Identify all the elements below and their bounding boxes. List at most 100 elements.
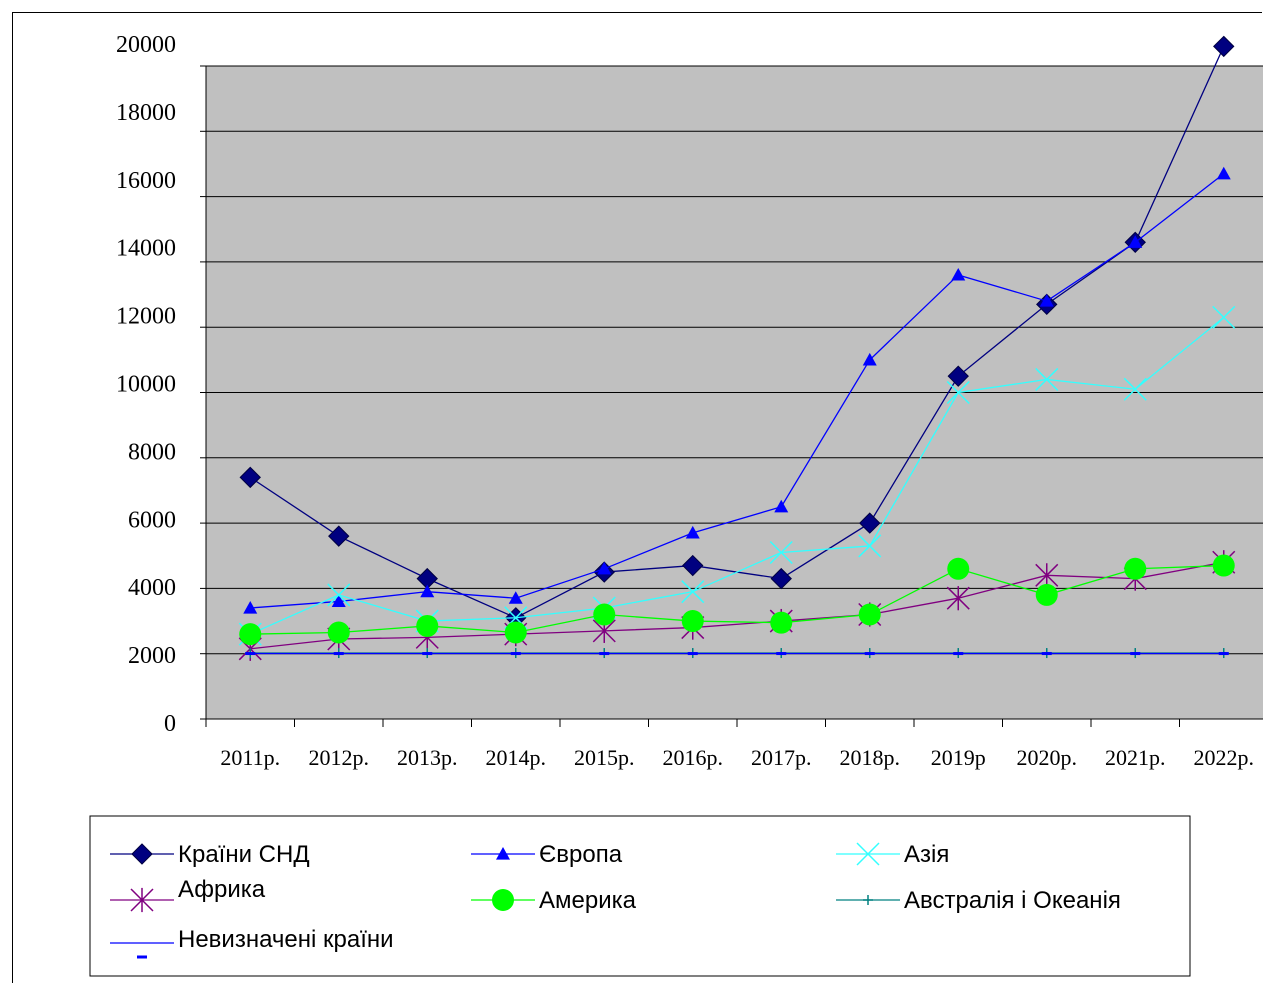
data-point [328,525,350,547]
data-point [422,652,433,656]
series-2 [243,166,1231,614]
y-tick-label: 8000 [128,439,176,465]
data-point [1035,583,1058,606]
data-point [327,583,351,607]
data-point [496,847,510,860]
data-point [593,603,616,626]
data-point [776,652,787,656]
x-tick-label: 2016р. [663,745,724,770]
data-point [1123,377,1147,401]
data-point [859,512,881,534]
data-point [953,652,964,656]
data-point [947,365,969,387]
legend-item: Невизначені країни [110,926,394,959]
data-point [245,652,256,656]
x-tick-label: 2019р [931,745,986,770]
series-layer [238,35,1236,661]
legend-label: Невизначені країни [178,926,394,953]
data-point [131,843,153,865]
data-point [416,614,439,637]
data-point [1218,652,1229,656]
legend-label: Країни СНД [178,841,310,868]
series-line [250,561,1224,650]
data-point [597,561,612,575]
data-point [681,610,704,633]
legend-label: Африка [178,876,266,903]
data-point [510,652,521,656]
data-point [508,591,523,604]
data-point [1130,652,1141,656]
x-tick-label: 2015р. [574,745,635,770]
x-tick-label: 2012р. [309,745,370,770]
data-point [862,352,877,366]
y-tick-label: 20000 [116,32,176,58]
series-5 [239,554,1235,646]
x-tick-label: 2011р. [220,745,280,770]
data-point [1035,563,1059,588]
data-point [770,567,792,590]
y-tick-label: 12000 [116,304,176,330]
data-point [1212,305,1236,329]
data-point [769,540,793,565]
data-point [1041,652,1052,656]
data-point [504,621,527,644]
data-point [1128,235,1143,248]
data-point [682,554,704,577]
y-tick-label: 10000 [116,372,176,398]
data-point [856,842,880,866]
legend-label: Азія [904,841,949,868]
data-point [239,466,261,489]
legend-box [89,815,1191,977]
data-point [858,603,881,626]
legend-item: Америка [471,887,637,914]
data-point [946,380,970,405]
series-line [250,173,1225,609]
data-point [770,611,793,634]
data-point [137,955,147,959]
data-point [130,887,154,913]
data-point [239,623,262,646]
data-point [1212,554,1235,577]
data-point [1039,294,1054,307]
y-tick-label: 16000 [116,168,176,194]
y-tick-label: 6000 [128,507,176,533]
y-tick-label: 18000 [116,100,176,126]
data-point [420,584,435,598]
legend: Країни СНД Європа Азія Африка Америка Австрал… [110,841,1121,959]
data-point [951,267,966,281]
legend-label: Австралія і Океанія [904,887,1121,914]
data-point [864,652,875,656]
y-tick-label: 4000 [128,575,176,601]
data-point [687,652,698,656]
data-point [327,621,350,644]
legend-item: Африка [110,876,266,913]
data-point [774,499,789,513]
legend-label: Європа [539,841,623,868]
legend-item: Країни СНД [110,841,310,868]
x-tick-label: 2022р. [1194,745,1255,770]
data-point [1124,557,1147,580]
data-point [1213,35,1235,58]
data-point [1035,367,1059,391]
series-line [249,316,1225,635]
x-tick-label: 2017р. [751,745,812,770]
x-tick-label: 2020р. [1017,745,1078,770]
chart-frame: 20000 18000 16000 14000 12000 10000 8000 6000 40… [12,12,1263,983]
series-line [250,564,1224,635]
x-tick-label: 2018р. [840,745,901,770]
y-tick-label: 14000 [116,236,176,262]
x-tick-label: 2013р. [397,745,458,770]
legend-item: Європа [471,841,623,868]
data-point [243,600,258,614]
data-point [863,895,873,905]
data-point [685,525,700,539]
legend-item: Азія [836,841,949,868]
data-point [681,580,705,604]
x-tick-label: 2014р. [486,745,547,770]
legend-item: Австралія і Океанія [836,887,1121,914]
data-point [1216,166,1231,180]
data-point [331,594,346,608]
data-point [947,557,970,580]
series-7 [245,652,1229,656]
x-tick-label: 2021р. [1105,745,1166,770]
